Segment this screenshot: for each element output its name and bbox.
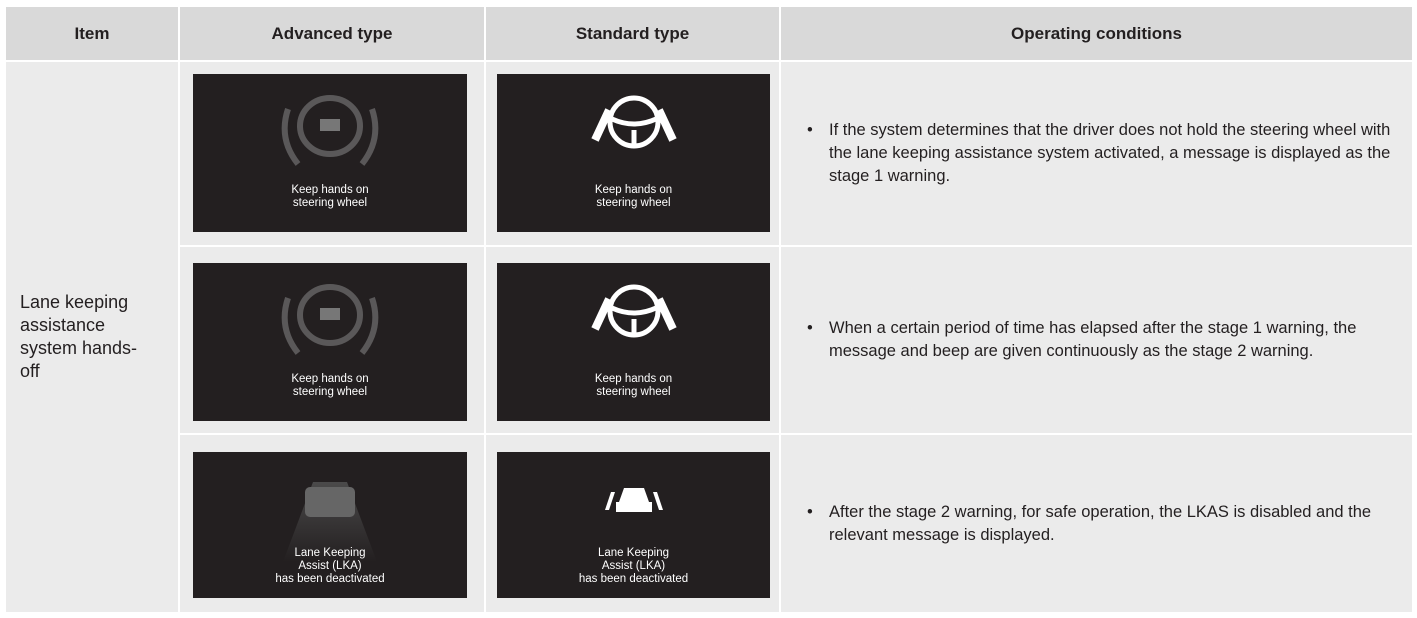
standard-cell: Keep hands on steering wheel [486,62,779,245]
display-message: Keep hands on steering wheel [497,184,770,210]
display-message: Lane Keeping Assist (LKA) has been deactiv… [497,547,770,586]
display-message: Keep hands on steering wheel [193,184,467,210]
message-line: has been deactivated [578,573,689,585]
message-line: Lane Keeping [598,547,669,559]
condition-cell: If the system determines that the driver… [781,62,1412,245]
header-cell: Advanced type [180,7,484,60]
advanced-cell: Keep hands on steering wheel [180,62,484,245]
message-line: Assist (LKA) [298,560,362,572]
display-message: Lane Keeping Assist (LKA) has been deactiv… [193,547,467,586]
item-text: Lane keeping assistance system hands-off [20,292,138,381]
message-line: steering wheel [596,386,671,398]
display-message: Keep hands on steering wheel [193,373,467,399]
display-screen: Keep hands on steering wheel [497,74,770,232]
display-screen: Lane Keeping Assist (LKA) has been deactiv… [497,452,770,598]
header-cell: Item [6,7,178,60]
message-line: Lane Keeping [294,547,366,559]
display-screen: Keep hands on steering wheel [193,263,467,421]
message-line: steering wheel [596,197,671,209]
display-screen: Lane Keeping Assist (LKA) has been deactiv… [193,452,467,598]
message-line: Keep hands on [291,373,369,385]
icon [281,95,379,166]
condition-text: When a certain period of time has elapse… [807,317,1400,363]
standard-cell: Lane Keeping Assist (LKA) has been deactiv… [486,435,779,612]
icon [283,482,377,562]
advanced-cell: Lane Keeping Assist (LKA) has been deactiv… [180,435,484,612]
condition-cell: After the stage 2 warning, for safe oper… [781,435,1412,612]
display-message: Keep hands on steering wheel [497,373,770,399]
message-line: steering wheel [292,386,368,398]
advanced-cell: Keep hands on steering wheel [180,247,484,433]
standard-cell: Keep hands on steering wheel [486,247,779,433]
condition-text: If the system determines that the driver… [807,119,1400,188]
icon [591,284,677,338]
condition-text: After the stage 2 warning, for safe oper… [807,501,1400,547]
icon [605,488,663,512]
header-cell: Standard type [486,7,779,60]
message-line: steering wheel [292,197,368,209]
display-screen: Keep hands on steering wheel [193,74,467,232]
message-line: has been deactivated [275,573,385,585]
condition-cell: When a certain period of time has elapse… [781,247,1412,433]
message-line: Keep hands on [291,184,369,196]
message-line: Keep hands on [594,373,673,385]
display-screen: Keep hands on steering wheel [497,263,770,421]
header-cell: Operating conditions [781,7,1412,60]
message-line: Assist (LKA) [601,560,666,572]
icon [591,95,677,149]
icon [281,284,379,355]
item-cell: Lane keeping assistance system hands-off [6,62,178,612]
message-line: Keep hands on [594,184,673,196]
